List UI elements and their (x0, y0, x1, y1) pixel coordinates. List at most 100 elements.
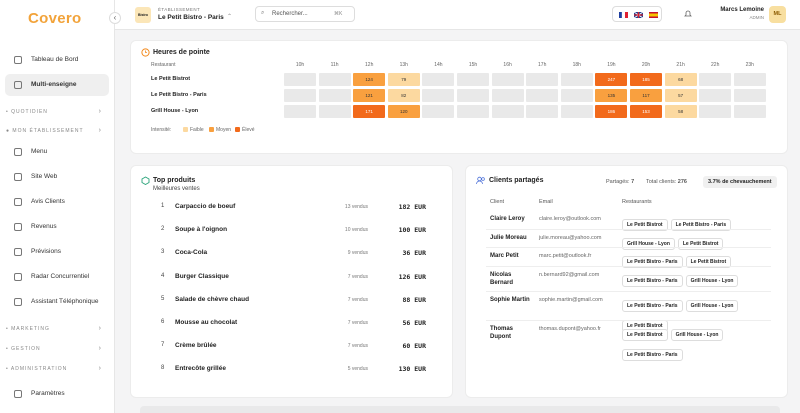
product-rank: 1 (161, 203, 165, 209)
notification-bell[interactable] (683, 9, 693, 19)
hour-label: 16h (503, 62, 512, 68)
heat-cell: 124 (353, 73, 386, 86)
total-value: 276 (677, 179, 687, 185)
product-sold: 5 vendus (347, 366, 368, 373)
flag-es[interactable] (649, 12, 658, 18)
hour-label: 18h (572, 62, 581, 68)
card-title: Heures de pointe (153, 49, 210, 56)
restaurant-tag: Le Petit Bistro - Paris (622, 275, 683, 287)
section-header[interactable]: • QUOTIDIEN › (6, 108, 102, 115)
flags (619, 11, 658, 19)
nav-icon (14, 298, 22, 306)
section-arrow: › (98, 365, 102, 372)
section-label: MARKETING (11, 326, 50, 332)
section-label: QUOTIDIEN (11, 109, 48, 115)
restaurant-tag: Grill House - Lyon (685, 275, 739, 287)
section-arrow: › (98, 127, 102, 134)
product-revenue: 88 EUR (402, 295, 426, 304)
hour-label: 12h (365, 62, 374, 68)
hour-label: 23h (745, 62, 754, 68)
heat-cell (318, 105, 351, 118)
hour-label: 21h (676, 62, 685, 68)
user-avatar[interactable]: ML (769, 6, 786, 23)
restaurant-tag: Grill House - Lyon (670, 329, 724, 341)
restaurant-tag: Grill House - Lyon (685, 300, 739, 312)
hour-label: 19h (607, 62, 616, 68)
hour-label: 14h (434, 62, 443, 68)
heat-cell (560, 89, 593, 102)
hour-label: 13h (399, 62, 408, 68)
establishment-name[interactable]: Le Petit Bistro - Paris (158, 14, 224, 21)
product-sold: 7 vendus (347, 343, 368, 350)
search-box[interactable]: ⌕ Rechercher... ⌘K (255, 6, 355, 22)
restaurant-label: Le Petit Bistrot (151, 76, 191, 82)
shared-value: 7 (631, 179, 635, 185)
nav-label: Menu (31, 148, 48, 155)
heat-cell (422, 89, 455, 102)
nav-label: Assistant Téléphonique (31, 298, 99, 305)
row-divider (486, 291, 771, 292)
next-card-edge (140, 406, 780, 413)
nav-item[interactable]: Tableau de Bord (5, 49, 109, 71)
nav-icon (14, 148, 22, 156)
nav-item[interactable]: Avis Clients (5, 191, 109, 213)
product-sold: 10 vendus (344, 227, 368, 234)
product-rank: 2 (161, 226, 165, 233)
nav-icon (14, 390, 22, 398)
nav-label: Radar Concurrentiel (31, 273, 90, 280)
heat-cell (491, 73, 524, 86)
collapse-button[interactable]: ‹ (109, 12, 121, 24)
section-header[interactable]: • ADMINISTRATION › (6, 365, 102, 372)
section-label: MON ÉTABLISSEMENT (12, 128, 84, 134)
nav-item[interactable]: Menu (5, 141, 109, 163)
product-revenue: 126 EUR (398, 272, 426, 281)
restaurant-tags: Le Petit Bistro - Paris Grill House - Lyo… (622, 269, 777, 289)
nav-icon (14, 198, 22, 206)
heat-cell (733, 89, 766, 102)
nav-label: Prévisions (31, 248, 61, 255)
row-divider (486, 320, 771, 321)
section-header[interactable]: • MARKETING › (6, 325, 102, 332)
heat-cell (491, 89, 524, 102)
product-rank: 5 (161, 295, 165, 302)
hour-label: 17h (538, 62, 547, 68)
nav-item[interactable]: Paramètres (5, 383, 109, 405)
hour-label: 15h (468, 62, 478, 68)
section-header[interactable]: • GESTION › (6, 345, 102, 352)
table-header: Client (490, 199, 505, 205)
product-sold: 7 vendus (347, 320, 368, 326)
flag-fr[interactable] (619, 11, 628, 19)
product-rank: 7 (161, 342, 165, 349)
heat-cell: 82 (387, 89, 420, 102)
heat-cell: 247 (595, 73, 628, 86)
nav-icon (14, 273, 22, 281)
heat-cell: 120 (387, 105, 420, 118)
nav-item[interactable]: Multi-enseigne (5, 74, 109, 96)
heat-cell: 186 (595, 105, 628, 118)
product-revenue: 56 EUR (402, 319, 426, 327)
restaurant-tag: Le Petit Bistrot (685, 256, 732, 268)
heat-cell: 171 (353, 105, 386, 118)
nav-item[interactable]: Prévisions (5, 241, 109, 263)
flag-gb[interactable] (633, 11, 644, 19)
nav-item[interactable]: Site Web (5, 166, 109, 188)
nav-item[interactable]: Assistant Téléphonique (5, 291, 109, 313)
topbar: Bistro ÉTABLISSEMENT Le Petit Bistro - P… (115, 0, 800, 30)
nav-item[interactable]: Radar Concurrentiel (5, 266, 109, 288)
restaurant-tag: Le Petit Bistrot (677, 238, 724, 250)
dropdown-icon[interactable]: ⌃ (227, 14, 233, 20)
heat-cell (457, 73, 489, 86)
product-rank: 6 (161, 319, 165, 325)
legend-swatch (235, 127, 240, 132)
logo[interactable]: Covero (28, 10, 82, 27)
heat-cell: 117 (630, 89, 662, 102)
nav-icon (14, 81, 22, 89)
client-email: julie.moreau@yahoo.com (539, 235, 602, 241)
section-header[interactable]: ● MON ÉTABLISSEMENT › (6, 127, 102, 134)
nav-item[interactable]: Revenus (5, 216, 109, 238)
nav-label: Paramètres (31, 390, 65, 397)
establishment-logo: Bistro (135, 7, 151, 23)
heat-cell (699, 105, 732, 118)
product-name: Soupe à l'oignon (175, 226, 228, 234)
